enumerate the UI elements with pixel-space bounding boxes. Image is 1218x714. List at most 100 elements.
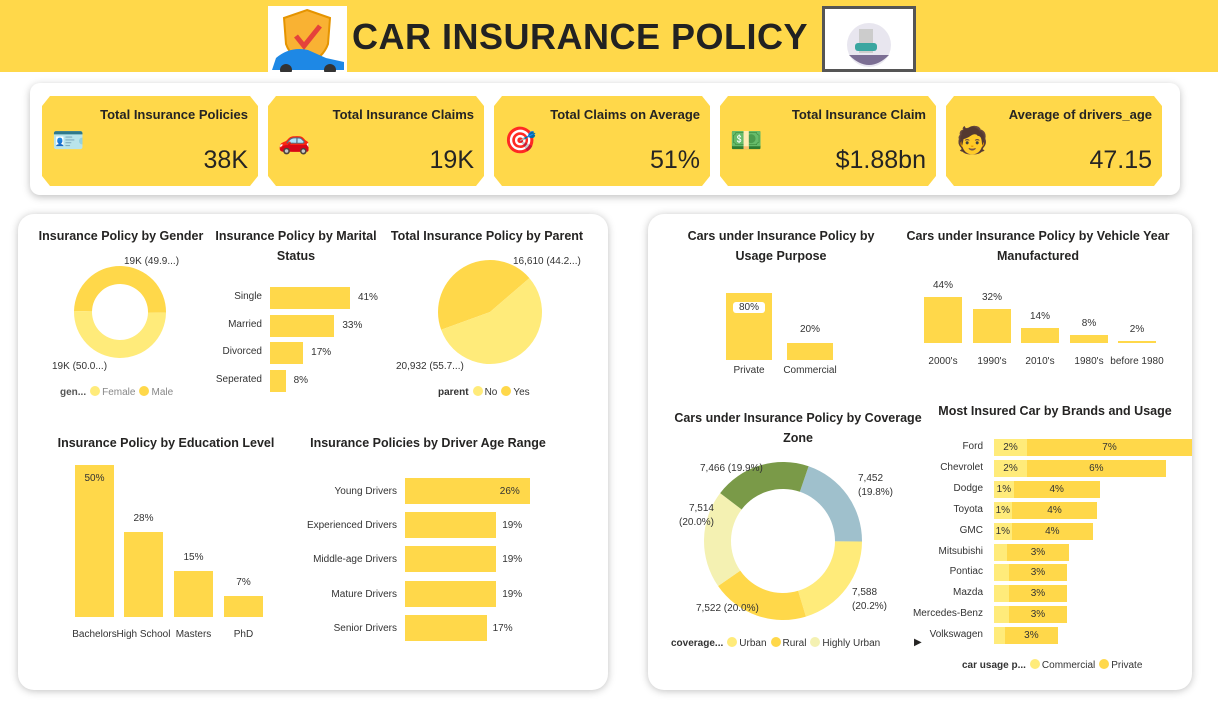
legend-urban[interactable]: Urban: [739, 638, 767, 649]
brand-commercial-label: 1%: [996, 483, 1012, 495]
legend-commercial[interactable]: Commercial: [1041, 660, 1096, 671]
no-data-label: 20,932 (55.7...): [396, 361, 464, 372]
brand-private-bar[interactable]: [1011, 501, 1098, 519]
legend-title: car usage p...: [962, 660, 1026, 671]
marital-bar[interactable]: [270, 314, 335, 337]
brand-private-bar[interactable]: [1027, 439, 1192, 456]
marital-bar[interactable]: [270, 342, 304, 365]
urban-legend-dot: [727, 637, 738, 647]
highly-urban-slice[interactable]: [704, 493, 742, 587]
brand-commercial-bar[interactable]: [994, 606, 1010, 624]
year-bar[interactable]: [1021, 328, 1059, 343]
legend-private[interactable]: Private: [1111, 660, 1143, 671]
brand-commercial-bar[interactable]: [994, 522, 1012, 540]
male-data-label: 19K (49.9...): [124, 256, 180, 267]
kpi-card[interactable]: 🪪 Total Insurance Policies 38K: [42, 96, 258, 186]
brand-commercial-bar[interactable]: [994, 439, 1027, 456]
age-bar[interactable]: [405, 614, 487, 641]
kpi-card[interactable]: 🚗 Total Insurance Claims 19K: [268, 96, 484, 186]
year-bar[interactable]: [1070, 334, 1108, 343]
kpi-card[interactable]: 💵 Total Insurance Claim $1.88bn: [720, 96, 936, 186]
rural-slice[interactable]: [718, 570, 806, 620]
gender-chart-title: Insurance Policy by Gender: [38, 229, 204, 243]
age-bar[interactable]: [405, 478, 530, 504]
brand-commercial-bar[interactable]: [994, 459, 1027, 477]
brand-commercial-bar[interactable]: [994, 480, 1014, 498]
kpi-card[interactable]: 🎯 Total Claims on Average 51%: [494, 96, 710, 186]
brand-private-bar[interactable]: [1013, 480, 1100, 498]
no-slice[interactable]: [441, 278, 542, 364]
zone-a-slice[interactable]: [799, 466, 862, 542]
yes-data-label: 16,610 (44.2...): [513, 256, 581, 267]
legend-no[interactable]: No: [484, 387, 498, 398]
marital-category-label: Single: [234, 291, 262, 302]
page-title: CAR INSURANCE POLICY: [351, 16, 809, 57]
yes-slice[interactable]: [438, 260, 530, 330]
year-bar[interactable]: [973, 309, 1011, 343]
brand-private-label: 4%: [1049, 483, 1064, 495]
age-bar[interactable]: [405, 546, 497, 573]
year-category-label: 2010's: [1025, 356, 1055, 367]
usage-chart-title: Cars under Insurance Policy by Usage Pur…: [687, 229, 875, 263]
urban-slice[interactable]: [798, 541, 862, 617]
zone-b-slice[interactable]: [720, 462, 809, 510]
parent-legend: parent No Yes: [438, 386, 530, 398]
marital-chart-title: Insurance Policy by Marital Status: [215, 229, 377, 263]
usage-bar[interactable]: [787, 343, 833, 360]
legend-title: gen...: [60, 387, 87, 398]
female-slice[interactable]: [74, 311, 166, 358]
year-bar[interactable]: [924, 296, 962, 343]
education-bar[interactable]: [75, 465, 114, 617]
coverage-chart-title: Cars under Insurance Policy by Coverage …: [674, 411, 922, 445]
brand-commercial-bar[interactable]: [994, 627, 1005, 645]
brand-private-bar[interactable]: [1027, 459, 1166, 477]
legend-female[interactable]: Female: [102, 387, 136, 398]
gender-donut-chart[interactable]: [60, 252, 180, 372]
parent-pie-chart[interactable]: [430, 252, 550, 372]
brand-commercial-bar[interactable]: [994, 501, 1012, 519]
kpi-value: 51%: [649, 146, 700, 174]
education-data-label: 15%: [183, 552, 204, 564]
legend-male[interactable]: Male: [151, 387, 174, 398]
brand-private-bar[interactable]: [1007, 543, 1069, 561]
header-bar: [0, 0, 1218, 72]
marital-bar[interactable]: [270, 287, 350, 309]
kpi-card[interactable]: 🧑 Average of drivers_age 47.15: [946, 96, 1162, 186]
yes-legend-dot: [501, 386, 512, 396]
brand-commercial-bar[interactable]: [994, 585, 1010, 603]
brand-private-bar[interactable]: [1011, 522, 1093, 540]
brand-private-bar[interactable]: [1005, 627, 1058, 645]
education-bar[interactable]: [224, 595, 263, 617]
brand-private-label: 3%: [1030, 609, 1046, 621]
brand-private-bar[interactable]: [1009, 606, 1067, 624]
year-bar[interactable]: [1118, 340, 1156, 343]
brand-private-bar[interactable]: [1009, 564, 1067, 582]
brand-private-label: 4%: [1045, 525, 1060, 537]
kpi-value: $1.88bn: [835, 146, 926, 174]
usage-category-label: Commercial: [783, 365, 837, 376]
year-category-label: 1990's: [977, 356, 1007, 367]
legend-highly-urban[interactable]: Highly Urban: [822, 638, 881, 649]
brand-commercial-bar[interactable]: [994, 564, 1010, 582]
brand-private-label: 6%: [1089, 462, 1104, 474]
kpi-label: Total Insurance Policies: [100, 107, 248, 122]
education-bar[interactable]: [174, 571, 213, 617]
brand-private-bar[interactable]: [1009, 585, 1067, 603]
age-bar[interactable]: [405, 580, 497, 607]
age-bar[interactable]: [405, 512, 497, 539]
marital-category-label: Divorced: [222, 346, 262, 358]
kpi-value: 47.15: [1089, 146, 1152, 174]
legend-title: coverage...: [671, 638, 724, 649]
legend-rural[interactable]: Rural: [782, 638, 807, 649]
education-bar[interactable]: [124, 531, 163, 617]
brand-private-label: 3%: [1030, 567, 1046, 579]
brand-commercial-bar[interactable]: [994, 543, 1008, 561]
coverage-donut-chart[interactable]: [700, 458, 866, 624]
brand-commercial-label: 2%: [1003, 462, 1018, 474]
legend-yes[interactable]: Yes: [513, 387, 530, 398]
legend-scroll-arrow-icon[interactable]: ▶: [914, 637, 922, 648]
private-legend-dot: [1099, 659, 1110, 669]
male-slice[interactable]: [74, 265, 167, 313]
age-category-label: Middle-age Drivers: [313, 554, 397, 566]
marital-bar[interactable]: [270, 370, 286, 393]
